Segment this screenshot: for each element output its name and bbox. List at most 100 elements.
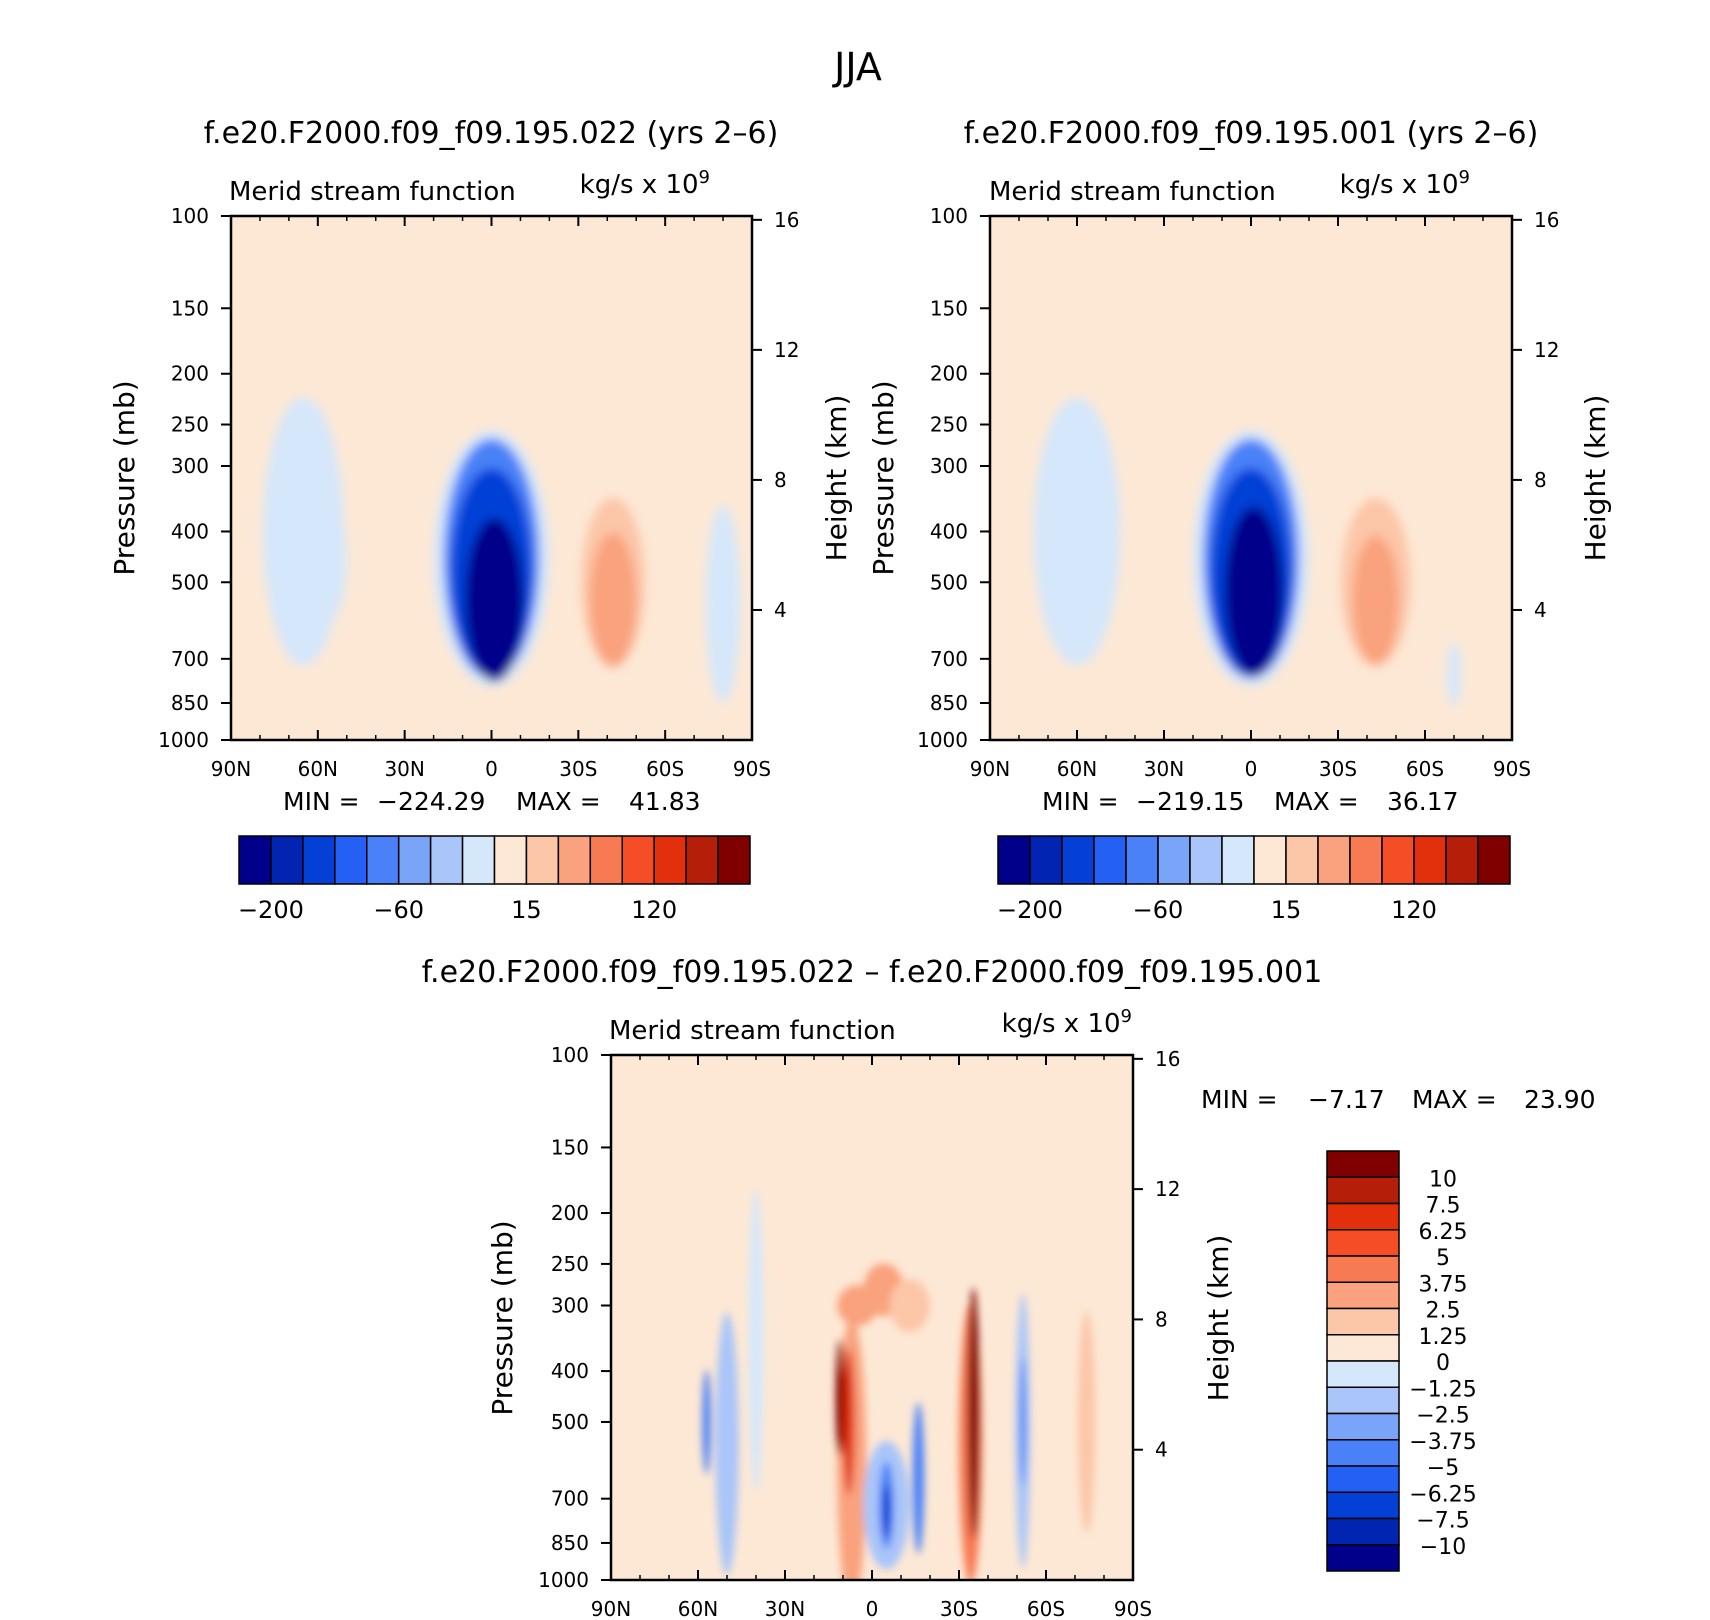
colorbar-label: −1.25 [1409,1377,1476,1402]
y-tick-label: 300 [930,454,968,478]
colorbar-label: 120 [631,896,677,924]
contour-plot [988,214,1514,742]
contour-cell [465,518,524,682]
colorbar-swatch [1326,1439,1400,1467]
min-label: MIN = [283,787,360,816]
y-tick-label: 850 [171,691,209,715]
colorbar-label: 2.5 [1426,1299,1461,1324]
x-tick-label: 60S [1027,1597,1065,1620]
colorbar-label: −6.25 [1409,1482,1476,1507]
y-tick-label: 500 [171,570,209,594]
colorbar-swatch [1326,1412,1400,1441]
colorbar-label: 10 [1429,1167,1457,1192]
colorbar-swatch [1326,1386,1400,1415]
min-label: MIN = [1201,1085,1278,1114]
colorbar-swatch [1326,1255,1400,1283]
x-tick-label: 0 [866,1597,879,1620]
colorbar-label: −60 [373,896,424,924]
x-tick-label: 60N [1057,757,1097,781]
panel-title: f.e20.F2000.f09_f09.195.001 (yrs 2–6) [964,116,1539,151]
colorbar-swatch [1326,1517,1400,1546]
contour-plot [609,1053,1135,1582]
colorbar-swatch [1326,1202,1400,1231]
contour-cell [912,1402,925,1554]
colorbar-swatch [334,835,368,885]
y-tick-label: 200 [171,362,209,386]
colorbar-swatch [461,835,496,885]
height-tick-label: 4 [1534,598,1547,622]
x-tick-label: 90S [1493,757,1531,781]
colorbar-swatch [717,835,751,885]
panel-subtitle: Merid stream function [229,177,516,207]
contour-cell [748,1188,764,1493]
min-label: MIN = [1042,787,1119,816]
colorbar-swatch [1326,1334,1400,1362]
y-tick-label: 850 [930,691,968,715]
colorbar-swatch [1326,1465,1400,1493]
colorbar-label: −200 [238,896,304,924]
y-axis-label: Pressure (mb) [486,1220,519,1415]
x-tick-label: 60N [678,1597,718,1620]
y-tick-label: 100 [930,204,968,228]
y-tick-label: 700 [171,647,209,671]
contour-cell [1019,1357,1026,1487]
height-tick-label: 12 [1534,338,1559,362]
colorbar-swatch [621,835,655,885]
y-tick-label: 400 [551,1359,589,1383]
contour-cell [1090,529,1111,635]
contour-plot [229,214,754,742]
colorbar-swatch [1253,835,1287,885]
max-label: MAX = [516,787,601,816]
panel-subtitle: Merid stream function [989,177,1276,207]
height-tick-label: 4 [1155,1438,1168,1462]
colorbar-label: 1.25 [1419,1325,1468,1350]
units-exponent: 9 [1121,1006,1132,1027]
colorbar-swatch [1326,1150,1400,1178]
units-exponent: 9 [1459,167,1470,188]
contour-cell [889,1279,930,1332]
x-tick-label: 0 [1245,757,1258,781]
colorbar-swatch [1326,1281,1400,1310]
contour-cell [1033,397,1121,666]
units-exponent: 9 [699,167,710,188]
y-axis-right-label: Height (km) [820,395,853,562]
y-tick-label: 700 [930,647,968,671]
y-tick-label: 400 [171,519,209,543]
contour-cell [589,532,637,667]
colorbar-label: 0 [1436,1351,1450,1376]
colorbar-swatch [1093,835,1127,885]
contour-cell [973,1345,980,1451]
y-axis-right-label: Height (km) [1202,1235,1235,1402]
panel-subtitle: Merid stream function [609,1016,896,1046]
colorbar-label: 15 [511,896,542,924]
colorbar-swatch [1029,835,1063,885]
panel-title: f.e20.F2000.f09_f09.195.022 (yrs 2–6) [204,116,779,151]
colorbar-swatch [1326,1229,1400,1257]
y-tick-label: 1000 [917,728,968,752]
y-tick-label: 500 [551,1410,589,1434]
colorbar-swatch [525,835,560,885]
colorbar-label: −3.75 [1409,1430,1476,1455]
max-label: MAX = [1274,787,1359,816]
y-tick-label: 1000 [538,1568,589,1592]
colorbar-swatch [366,835,400,885]
height-tick-label: 8 [774,468,787,492]
y-tick-label: 500 [930,570,968,594]
colorbar-swatch [1061,835,1095,885]
colorbar-label: −7.5 [1416,1509,1469,1534]
contour-cell [1155,497,1191,667]
colorbar-swatch [1326,1544,1400,1572]
x-tick-label: 30N [1144,757,1184,781]
colorbar-swatch [1477,835,1511,885]
x-tick-label: 30N [765,1597,805,1620]
colorbar-swatch [1349,835,1383,885]
colorbar-swatch [429,835,464,885]
colorbar-swatch [1285,835,1319,885]
units-label: kg/s x 109 [1340,167,1470,200]
colorbar: −200 −60 15 120 [997,835,1511,924]
min-max-readout: MIN = −224.29 MAX = 41.83 [283,787,701,816]
colorbar-swatch [589,835,623,885]
max-value: 41.83 [629,787,701,816]
max-value: 23.90 [1524,1085,1596,1114]
min-max-readout: MIN = −7.17 MAX = 23.90 [1201,1085,1596,1114]
